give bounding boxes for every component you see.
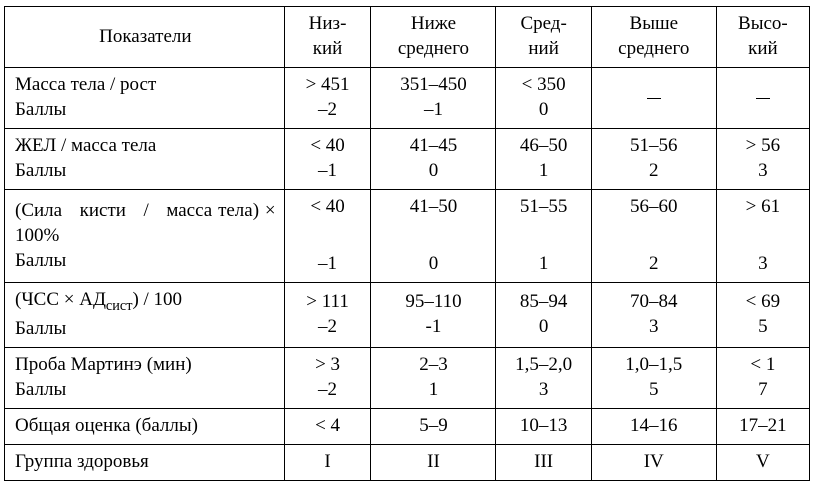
cell: < 695 [716, 283, 809, 348]
row-label: (ЧСС × АДсист) / 100Баллы [5, 283, 285, 348]
table-row: Масса тела / рост Баллы > 451 –2 351–450… [5, 68, 810, 129]
header-level-1: Нижесреднего [371, 7, 496, 68]
cell: 5–9 [371, 409, 496, 445]
cell: < 40–1 [284, 129, 371, 190]
cell: IV [591, 445, 716, 481]
cell: < 17 [716, 348, 809, 409]
health-indicators-table: Показатели Низ-кий Нижесреднего Сред-ний… [4, 6, 810, 481]
table-row: Группа здоровья I II III IV V [5, 445, 810, 481]
dash-icon [756, 98, 770, 99]
table-row: (ЧСС × АДсист) / 100Баллы > 111–2 95–110… [5, 283, 810, 348]
cell: > 451 –2 [284, 68, 371, 129]
header-level-3: Вышесреднего [591, 7, 716, 68]
row-label-text: (ЧСС × АДсист) / 100Баллы [15, 287, 276, 341]
cell: 41–500 [371, 190, 496, 283]
cell: < 4 [284, 409, 371, 445]
row-label: Проба Мартинэ (мин) Баллы [5, 348, 285, 409]
cell: 1,5–2,03 [496, 348, 591, 409]
cell: < 40–1 [284, 190, 371, 283]
cell: 14–16 [591, 409, 716, 445]
cell: < 350 0 [496, 68, 591, 129]
header-level-4: Высо-кий [716, 7, 809, 68]
cell: III [496, 445, 591, 481]
row-label-text: (Сила кисти / масса тела) × 100%Баллы [15, 198, 276, 273]
cell: 95–110-1 [371, 283, 496, 348]
cell: 46–501 [496, 129, 591, 190]
header-indicator: Показатели [5, 7, 285, 68]
row-label: Группа здоровья [5, 445, 285, 481]
header-level-0: Низ-кий [284, 7, 371, 68]
cell: 10–13 [496, 409, 591, 445]
table-row: Проба Мартинэ (мин) Баллы > 3–2 2–31 1,5… [5, 348, 810, 409]
table-row: (Сила кисти / масса тела) × 100%Баллы < … [5, 190, 810, 283]
cell: 70–843 [591, 283, 716, 348]
dash-icon [647, 98, 661, 99]
cell: > 111–2 [284, 283, 371, 348]
cell [716, 68, 809, 129]
cell: 51–562 [591, 129, 716, 190]
table-header-row: Показатели Низ-кий Нижесреднего Сред-ний… [5, 7, 810, 68]
cell: 1,0–1,55 [591, 348, 716, 409]
header-indicator-text: Показатели [99, 26, 191, 47]
cell: 41–450 [371, 129, 496, 190]
cell: > 3–2 [284, 348, 371, 409]
table-row: ЖЕЛ / масса тела Баллы < 40–1 41–450 46–… [5, 129, 810, 190]
cell: V [716, 445, 809, 481]
cell: 51–551 [496, 190, 591, 283]
row-label: (Сила кисти / масса тела) × 100%Баллы [5, 190, 285, 283]
cell: 56–602 [591, 190, 716, 283]
table-row: Общая оценка (баллы) < 4 5–9 10–13 14–16… [5, 409, 810, 445]
cell [591, 68, 716, 129]
cell: 351–450 –1 [371, 68, 496, 129]
cell: 17–21 [716, 409, 809, 445]
row-label: ЖЕЛ / масса тела Баллы [5, 129, 285, 190]
row-label: Масса тела / рост Баллы [5, 68, 285, 129]
cell: I [284, 445, 371, 481]
cell: > 613 [716, 190, 809, 283]
cell: > 563 [716, 129, 809, 190]
cell: II [371, 445, 496, 481]
cell: 85–940 [496, 283, 591, 348]
cell: 2–31 [371, 348, 496, 409]
row-label: Общая оценка (баллы) [5, 409, 285, 445]
header-level-2: Сред-ний [496, 7, 591, 68]
